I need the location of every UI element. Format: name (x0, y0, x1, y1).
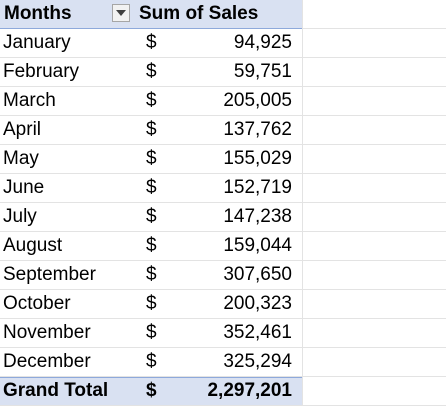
sales-value-cell[interactable]: 352,461 (223, 322, 292, 343)
month-cell[interactable]: February (3, 61, 80, 82)
month-cell[interactable]: November (3, 322, 91, 343)
sum-of-sales-header[interactable]: Sum of Sales (139, 3, 259, 24)
grand-total-currency[interactable]: $ (146, 380, 157, 401)
table-row[interactable]: April $137,762 (0, 116, 446, 145)
empty-cell[interactable] (302, 348, 446, 376)
sales-value-cell[interactable]: 59,751 (233, 61, 292, 82)
empty-cell[interactable] (302, 377, 446, 405)
table-row[interactable]: May $155,029 (0, 145, 446, 174)
month-cell[interactable]: August (3, 235, 63, 256)
currency-symbol-cell[interactable]: $ (146, 351, 157, 372)
sales-value-cell[interactable]: 152,719 (223, 177, 292, 198)
table-row[interactable]: June $152,719 (0, 174, 446, 203)
month-cell[interactable]: May (3, 148, 39, 169)
currency-symbol-cell[interactable]: $ (146, 119, 157, 140)
month-cell[interactable]: September (3, 264, 96, 285)
currency-symbol-cell[interactable]: $ (146, 148, 157, 169)
sales-value-cell[interactable]: 205,005 (223, 90, 292, 111)
sales-value-cell[interactable]: 159,044 (223, 235, 292, 256)
sales-value-cell[interactable]: 94,925 (233, 32, 292, 53)
table-row[interactable]: November $352,461 (0, 319, 446, 348)
grand-total-background (0, 377, 302, 405)
sales-value-cell[interactable]: 307,650 (223, 264, 292, 285)
empty-cell[interactable] (302, 290, 446, 318)
header-background (0, 0, 302, 28)
empty-cell[interactable] (302, 261, 446, 289)
month-cell[interactable]: January (3, 32, 71, 53)
filter-dropdown-button[interactable] (112, 4, 130, 22)
currency-symbol-cell[interactable]: $ (146, 206, 157, 227)
table-row[interactable]: March $205,005 (0, 87, 446, 116)
months-header[interactable]: Months (4, 3, 72, 24)
empty-cell[interactable] (302, 232, 446, 260)
currency-symbol-cell[interactable]: $ (146, 264, 157, 285)
currency-symbol-cell[interactable]: $ (146, 90, 157, 111)
month-cell[interactable]: April (3, 119, 42, 140)
currency-symbol-cell[interactable]: $ (146, 61, 157, 82)
empty-cell[interactable] (302, 203, 446, 231)
table-row[interactable]: February $59,751 (0, 58, 446, 87)
empty-cell[interactable] (302, 145, 446, 173)
empty-cell[interactable] (302, 87, 446, 115)
currency-symbol-cell[interactable]: $ (146, 235, 157, 256)
table-row[interactable]: December $325,294 (0, 348, 446, 377)
empty-cell[interactable] (302, 116, 446, 144)
header-underline (0, 28, 302, 29)
currency-symbol-cell[interactable]: $ (146, 32, 157, 53)
sales-value-cell[interactable]: 200,323 (223, 293, 292, 314)
empty-cell[interactable] (302, 319, 446, 347)
sales-value-cell[interactable]: 155,029 (223, 148, 292, 169)
sales-value-cell[interactable]: 147,238 (223, 206, 292, 227)
month-cell[interactable]: December (3, 351, 91, 372)
table-row[interactable]: January $94,925 (0, 29, 446, 58)
pivot-header-row: Months Sum of Sales (0, 0, 446, 29)
table-row[interactable]: July $147,238 (0, 203, 446, 232)
grand-total-row[interactable]: Grand Total $ 2,297,201 (0, 377, 446, 406)
currency-symbol-cell[interactable]: $ (146, 322, 157, 343)
empty-cell[interactable] (302, 0, 446, 28)
grand-total-label[interactable]: Grand Total (3, 380, 109, 401)
empty-cell[interactable] (302, 29, 446, 57)
grand-total-value[interactable]: 2,297,201 (207, 380, 292, 401)
currency-symbol-cell[interactable]: $ (146, 177, 157, 198)
month-cell[interactable]: October (3, 293, 71, 314)
currency-symbol-cell[interactable]: $ (146, 293, 157, 314)
sales-value-cell[interactable]: 137,762 (223, 119, 292, 140)
table-row[interactable]: August $159,044 (0, 232, 446, 261)
empty-cell[interactable] (302, 58, 446, 86)
month-cell[interactable]: July (3, 206, 37, 227)
month-cell[interactable]: June (3, 177, 45, 198)
chevron-down-icon (116, 10, 126, 16)
table-row[interactable]: September $307,650 (0, 261, 446, 290)
table-row[interactable]: October $200,323 (0, 290, 446, 319)
empty-cell[interactable] (302, 174, 446, 202)
month-cell[interactable]: March (3, 90, 56, 111)
sales-value-cell[interactable]: 325,294 (223, 351, 292, 372)
